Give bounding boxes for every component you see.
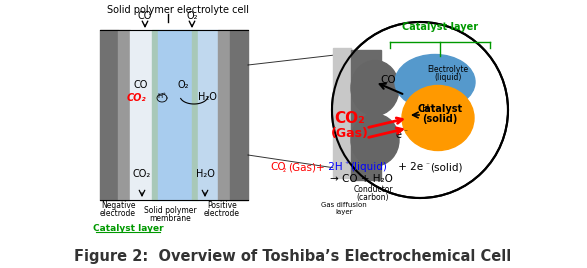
Text: CO: CO <box>134 80 148 90</box>
Text: (solid): (solid) <box>430 162 463 172</box>
Text: (liquid): (liquid) <box>350 162 387 172</box>
Ellipse shape <box>402 85 474 151</box>
Text: CO₂: CO₂ <box>126 93 146 103</box>
Circle shape <box>332 22 508 198</box>
Bar <box>192 30 198 200</box>
Bar <box>333 48 351 178</box>
Text: Conductor: Conductor <box>353 185 393 194</box>
Text: CO: CO <box>380 75 396 85</box>
Text: H⁺: H⁺ <box>421 104 434 114</box>
Text: Electrolyte: Electrolyte <box>427 65 468 74</box>
Text: ⁻: ⁻ <box>425 160 429 169</box>
Bar <box>118 30 130 200</box>
Text: Positive: Positive <box>207 201 237 210</box>
Bar <box>198 30 218 200</box>
Text: e: e <box>395 130 401 140</box>
Text: (Gas): (Gas) <box>331 127 369 140</box>
Text: CO: CO <box>270 162 286 172</box>
Text: H₂O: H₂O <box>195 169 214 179</box>
Text: electrode: electrode <box>204 209 240 218</box>
Text: H⁺: H⁺ <box>157 93 167 99</box>
Bar <box>130 30 152 200</box>
Bar <box>158 30 192 200</box>
Bar <box>152 30 158 200</box>
Text: 2H: 2H <box>325 162 343 172</box>
Text: Figure 2:  Overview of Toshiba’s Electrochemical Cell: Figure 2: Overview of Toshiba’s Electroc… <box>75 248 512 263</box>
Text: Catalyst: Catalyst <box>417 104 463 114</box>
Text: O₂: O₂ <box>177 80 189 90</box>
Text: Catalyst layer: Catalyst layer <box>93 224 163 233</box>
Text: electrode: electrode <box>100 209 136 218</box>
Text: CO₂: CO₂ <box>335 111 365 126</box>
Text: ⁺: ⁺ <box>344 160 348 169</box>
Bar <box>218 30 230 200</box>
Text: Solid polymer: Solid polymer <box>144 206 196 215</box>
Ellipse shape <box>351 114 399 166</box>
Text: ₂: ₂ <box>283 165 286 174</box>
Text: → CO + H₂O: → CO + H₂O <box>330 174 393 184</box>
Text: Negative: Negative <box>101 201 135 210</box>
Text: CO₂: CO₂ <box>133 169 151 179</box>
Text: (liquid): (liquid) <box>434 73 462 82</box>
Text: Catalyst layer: Catalyst layer <box>402 22 478 32</box>
Bar <box>230 30 248 200</box>
Bar <box>351 50 381 180</box>
Text: (Gas)+: (Gas)+ <box>288 162 325 172</box>
Text: layer: layer <box>335 209 353 215</box>
Ellipse shape <box>395 54 475 110</box>
Text: (solid): (solid) <box>422 114 458 124</box>
Text: Solid polymer electrolyte cell: Solid polymer electrolyte cell <box>107 5 249 15</box>
Text: H₂O: H₂O <box>198 92 217 102</box>
Text: ⁻: ⁻ <box>403 127 407 136</box>
Text: O₂: O₂ <box>186 11 198 21</box>
Bar <box>100 30 118 200</box>
Text: (carbon): (carbon) <box>357 193 389 202</box>
Text: membrane: membrane <box>149 214 191 223</box>
Ellipse shape <box>351 61 399 116</box>
Text: CO: CO <box>138 11 152 21</box>
Text: + 2e: + 2e <box>395 162 423 172</box>
Text: Gas diffusion: Gas diffusion <box>321 202 367 208</box>
